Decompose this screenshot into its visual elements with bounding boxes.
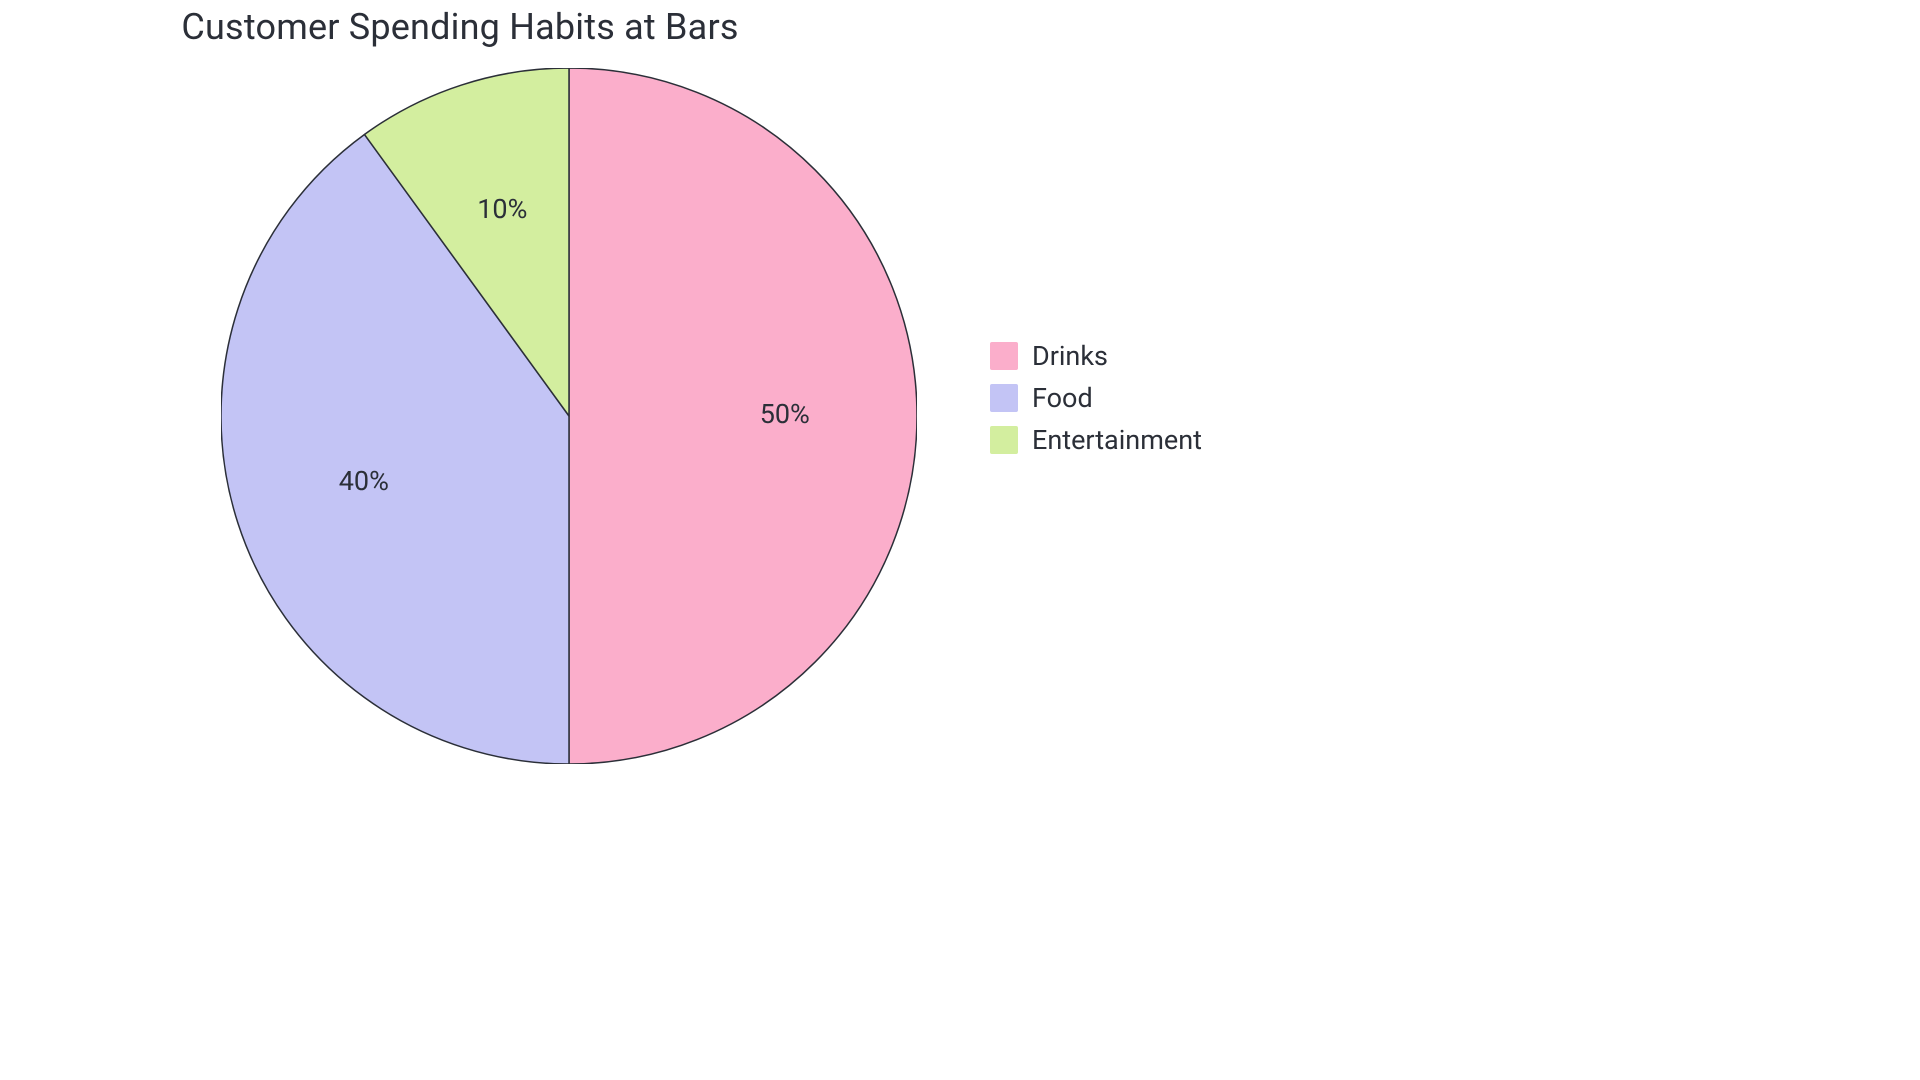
pie-chart: 50% 40% 10% [221, 68, 917, 764]
chart-title: Customer Spending Habits at Bars [0, 6, 920, 48]
slice-label-entertainment: 10% [477, 193, 527, 225]
legend-label-drinks: Drinks [1032, 340, 1108, 372]
slice-label-food: 40% [339, 465, 389, 497]
legend-swatch-food [990, 384, 1018, 412]
pie-slice-drinks [569, 68, 917, 764]
legend-item-entertainment: Entertainment [990, 424, 1202, 456]
legend-label-entertainment: Entertainment [1032, 424, 1202, 456]
chart-stage: Customer Spending Habits at Bars 50% 40% 1… [0, 0, 1440, 802]
legend-swatch-drinks [990, 342, 1018, 370]
legend-item-drinks: Drinks [990, 340, 1202, 372]
slice-label-drinks: 50% [760, 398, 810, 430]
legend: Drinks Food Entertainment [990, 340, 1202, 456]
legend-item-food: Food [990, 382, 1202, 414]
legend-swatch-entertainment [990, 426, 1018, 454]
legend-label-food: Food [1032, 382, 1093, 414]
